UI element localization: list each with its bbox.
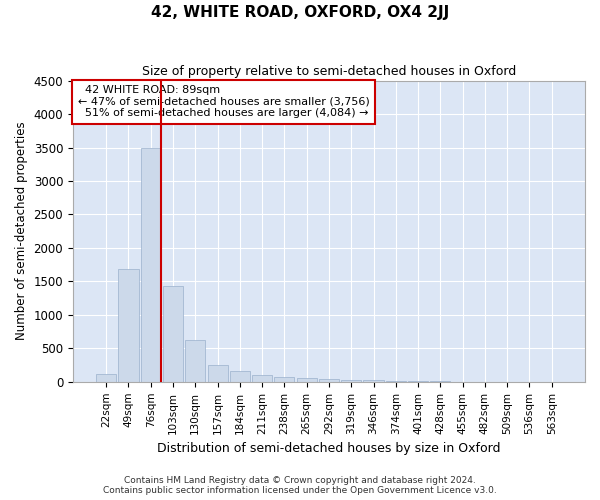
X-axis label: Distribution of semi-detached houses by size in Oxford: Distribution of semi-detached houses by … [157,442,501,455]
Y-axis label: Number of semi-detached properties: Number of semi-detached properties [15,122,28,340]
Bar [118,270,139,382]
Bar [319,379,339,382]
Bar [141,148,161,382]
Bar [296,378,317,382]
Bar [230,371,250,382]
Bar [208,365,227,382]
Bar [96,374,116,382]
Bar [163,286,183,382]
Bar [185,340,205,382]
Bar [274,377,295,382]
Bar [364,380,383,382]
Text: Contains HM Land Registry data © Crown copyright and database right 2024.
Contai: Contains HM Land Registry data © Crown c… [103,476,497,495]
Text: 42, WHITE ROAD, OXFORD, OX4 2JJ: 42, WHITE ROAD, OXFORD, OX4 2JJ [151,5,449,20]
Text: 42 WHITE ROAD: 89sqm
← 47% of semi-detached houses are smaller (3,756)
  51% of : 42 WHITE ROAD: 89sqm ← 47% of semi-detac… [78,85,370,118]
Bar [386,381,406,382]
Title: Size of property relative to semi-detached houses in Oxford: Size of property relative to semi-detach… [142,65,516,78]
Bar [341,380,361,382]
Bar [252,376,272,382]
